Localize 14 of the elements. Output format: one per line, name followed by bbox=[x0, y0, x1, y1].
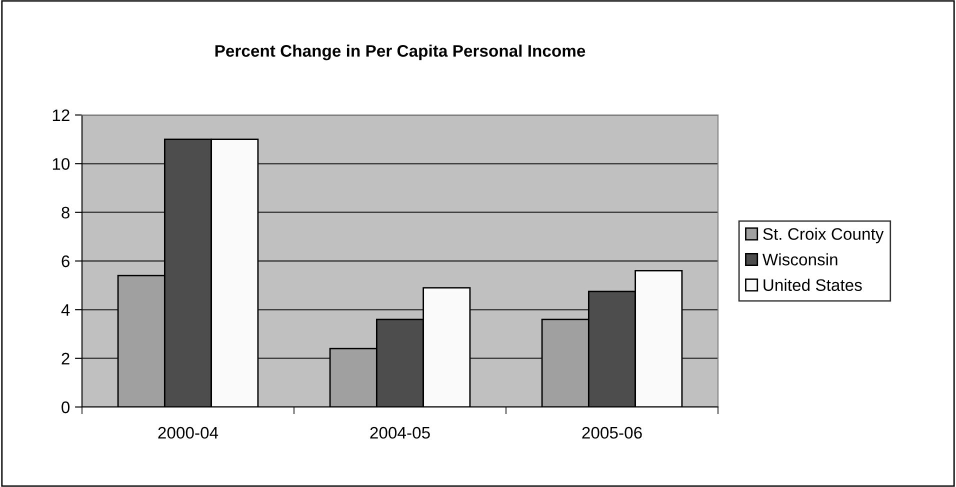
y-tick-label: 10 bbox=[52, 158, 70, 170]
y-tick-label: 2 bbox=[62, 352, 70, 364]
y-tick-label: 6 bbox=[62, 255, 70, 268]
legend-label: St. Croix County bbox=[763, 228, 884, 244]
legend-label: Wisconsin bbox=[762, 253, 838, 266]
x-tick-label: 2004-05 bbox=[370, 426, 430, 439]
y-tick-label: 8 bbox=[62, 206, 70, 219]
x-tick-label: 2005-06 bbox=[582, 426, 642, 439]
legend-label: United States bbox=[764, 278, 862, 292]
y-tick-label: 12 bbox=[52, 109, 70, 122]
y-tick-label: 0 bbox=[62, 401, 70, 414]
x-tick-label: 2000-04 bbox=[158, 426, 218, 439]
y-tick-label: 4 bbox=[61, 304, 70, 316]
chart-title: Percent Change in Per Capita Personal Income bbox=[215, 44, 586, 60]
